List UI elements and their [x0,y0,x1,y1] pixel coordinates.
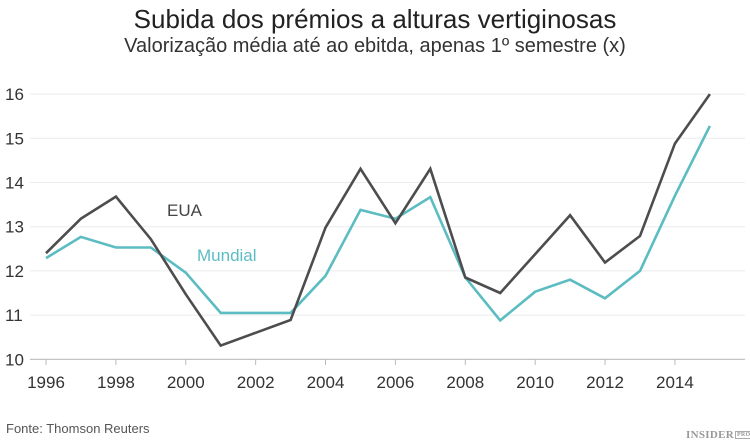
x-tick-label: 2008 [446,373,484,392]
x-tick-label: 2012 [586,373,624,392]
y-tick-label: 11 [5,306,23,325]
x-tick-label: 2002 [237,373,275,392]
series-label-eua: EUA [167,201,203,220]
insider-pro-logo: INSIDER PRO [686,429,750,441]
x-tick-label: 2004 [307,373,345,392]
y-tick-label: 14 [5,174,24,193]
series-line-eua [45,93,711,348]
series-line-mundial [45,125,712,323]
x-tick-label: 2000 [167,373,205,392]
x-tick-label: 1998 [97,373,135,392]
y-tick-label: 13 [5,218,24,237]
source-note: Fonte: Thomson Reuters [6,421,150,436]
y-tick-label: 16 [5,85,24,104]
x-tick-label: 1996 [27,373,65,392]
x-tick-label: 2006 [376,373,414,392]
chart-subtitle: Valorização média até ao ebitda, apenas … [124,35,626,57]
y-tick-label: 10 [5,350,24,369]
x-tick-label: 2010 [516,373,554,392]
y-tick-label: 12 [5,262,24,281]
y-tick-label: 15 [5,129,24,148]
chart-title: Subida dos prémios a alturas vertiginosa… [133,4,617,34]
series-label-mundial: Mundial [197,246,257,265]
x-tick-label: 2014 [656,373,694,392]
